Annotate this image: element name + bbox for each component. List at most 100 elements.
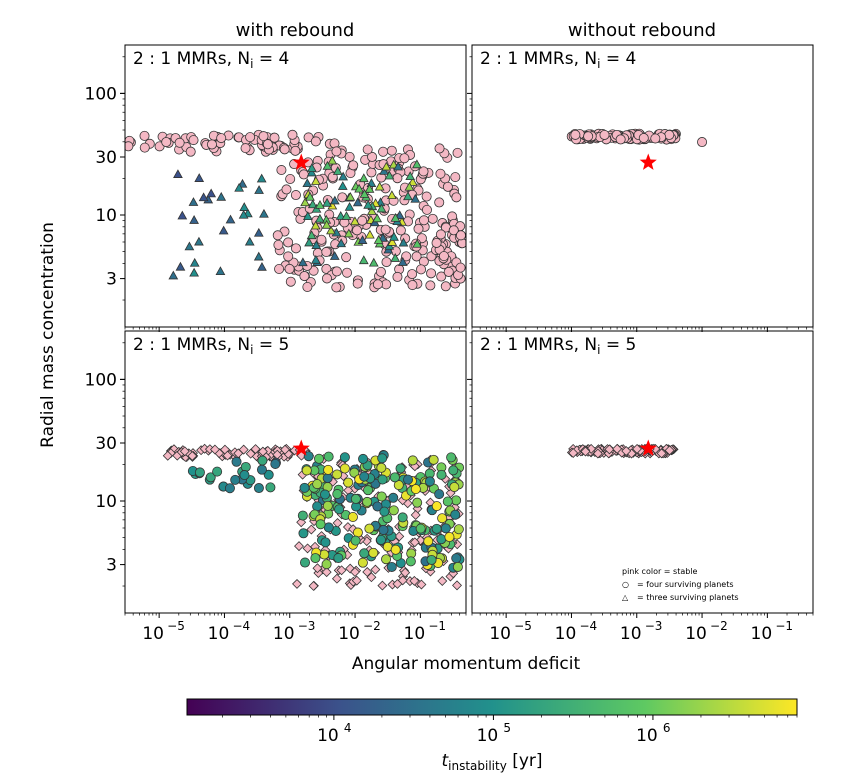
data-point-diamond [416,579,427,590]
data-point-circle [455,230,466,241]
data-point-circle [290,145,301,156]
data-point-circle [376,462,387,473]
data-point-circle [287,129,298,140]
data-point-triangle [225,214,236,224]
data-point-diamond [332,518,343,528]
x-tick-label: 10 [338,624,360,644]
data-point-triangle [337,181,348,190]
data-point-diamond [656,448,667,459]
data-point-diamond [452,580,462,591]
column-title-with-rebound: with rebound [236,20,355,41]
data-point-triangle [390,213,401,222]
data-point-triangle [341,211,352,220]
data-point-circle [231,456,242,467]
data-point-triangle [310,176,321,185]
data-point-circle [401,251,412,262]
data-point-circle [339,463,350,474]
data-point-triangle [358,255,369,265]
data-point-circle [331,266,342,277]
data-point-circle [599,129,610,140]
data-point-circle [285,276,296,287]
data-point-circle [436,469,447,480]
data-point-triangle [305,191,315,201]
data-point-triangle [238,209,249,219]
data-point-diamond [568,448,579,458]
data-point-triangle [344,201,355,211]
data-point-circle [583,131,594,142]
data-point-circle [410,484,421,495]
panel-frame [471,330,814,614]
data-point-triangle [215,266,226,275]
data-point-diamond [621,446,632,456]
data-point-diamond [612,443,623,454]
data-point-triangle [322,197,332,207]
colorbar-tick-label: 10 [636,726,658,746]
data-point-circle [615,134,626,145]
data-point-circle [347,511,358,522]
data-point-diamond [370,564,381,575]
data-point-circle [331,282,342,293]
data-point-diamond [377,580,388,591]
y-tick-label: 10 [95,492,117,512]
data-point-circle [375,266,386,277]
data-point-triangle [206,188,217,198]
data-point-diamond [394,531,405,542]
data-point-triangle [393,161,404,171]
data-point-triangle [338,171,349,181]
data-point-circle [388,492,399,503]
colorbar-tick-label: 10 [477,726,499,746]
data-point-circle [570,129,581,140]
data-point-circle [379,506,390,517]
data-point-circle [270,458,281,469]
data-point-triangle [389,231,399,241]
data-point-triangle [387,237,398,246]
data-point-circle [450,509,461,520]
data-point-triangle [335,211,346,220]
data-point-circle [310,553,321,564]
data-point-triangle [407,176,418,186]
data-point-circle [352,278,363,289]
data-point-triangle [239,202,250,211]
data-point-circle [321,247,332,258]
data-point-triangle [310,220,321,230]
data-point-triangle [412,238,423,248]
data-point-diamond [664,445,675,456]
data-point-circle [395,225,406,236]
data-point-circle [650,133,661,144]
data-point-circle [434,489,445,500]
data-point-triangle [311,240,322,249]
data-point-triangle [168,270,179,280]
data-point-circle [395,463,406,474]
plot-area [566,443,679,459]
data-point-triangle [189,257,200,267]
panel-label: 2 : 1 MMRs, Ni = 4 [480,49,636,71]
data-point-circle [362,496,373,507]
data-point-circle [421,204,432,215]
data-point-triangle [218,225,229,235]
x-tick-label: 10 [620,624,642,644]
data-point-triangle [394,210,405,220]
data-point-circle [438,251,449,262]
data-point-circle [285,173,296,184]
reference-star [639,153,657,170]
x-tick-exponent: −5 [167,619,185,633]
data-point-circle [239,470,250,481]
data-point-circle [372,279,383,290]
data-point-circle [392,271,403,282]
data-point-triangle [253,227,264,237]
data-point-triangle [298,257,308,267]
x-tick-label: 10 [555,624,577,644]
data-point-diamond [580,446,591,457]
data-point-circle [276,165,287,176]
data-point-circle [392,173,403,184]
data-point-circle [359,471,370,482]
data-point-circle [427,213,438,224]
data-point-triangle [198,192,209,202]
panel-top-left: 100 30 10 3 2 : 1 MMRs, Ni = 4 [85,44,467,332]
panel-frame [471,44,814,328]
x-tick-exponent: −5 [514,619,532,633]
data-point-circle [350,535,361,546]
legend: pink color = stable ○ = four surviving p… [622,567,739,602]
data-point-circle [442,496,453,507]
